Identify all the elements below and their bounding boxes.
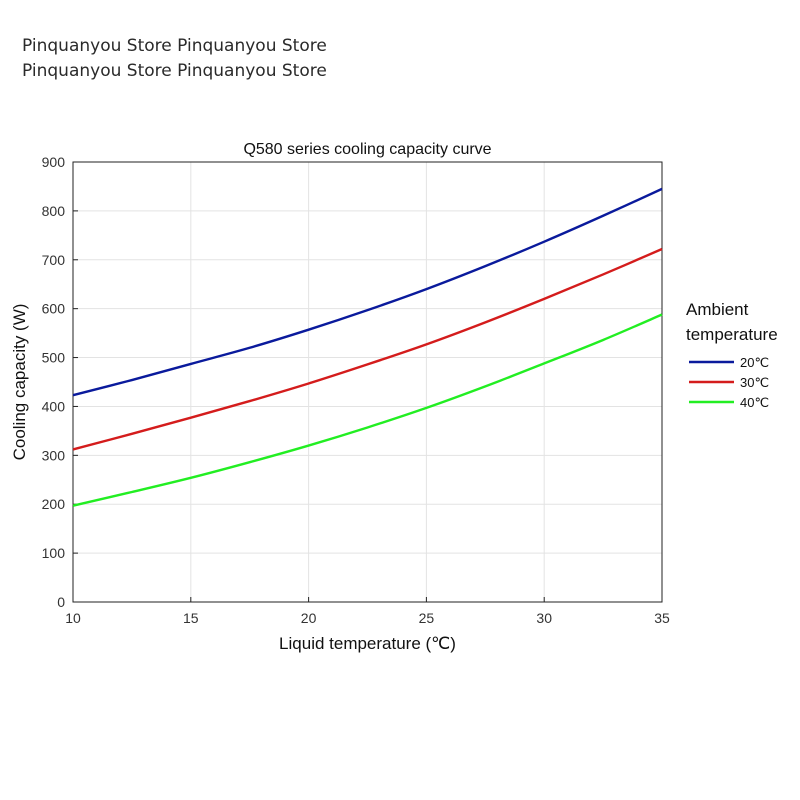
y-tick-label: 900 — [42, 154, 66, 170]
plot-frame — [72, 161, 663, 603]
watermark-line-2: Pinquanyou Store Pinquanyou Store — [22, 61, 327, 81]
x-tick-label: 20 — [301, 610, 317, 626]
y-tick-label: 700 — [42, 252, 66, 268]
legend-label-1: 30℃ — [740, 375, 769, 390]
x-tick-label: 10 — [65, 610, 81, 626]
y-axis-label: Cooling capacity (W) — [10, 304, 29, 461]
watermark: Pinquanyou Store Pinquanyou Store Pinqua… — [22, 34, 327, 84]
x-tick-label: 35 — [654, 610, 670, 626]
legend: Ambient temperature 20℃ 30℃ 40℃ — [686, 300, 778, 410]
chart-title: Q580 series cooling capacity curve — [243, 141, 491, 158]
y-tick-label: 800 — [42, 203, 66, 219]
legend-items: 20℃ 30℃ 40℃ — [689, 355, 769, 410]
x-tick-label: 15 — [183, 610, 199, 626]
series-line-0 — [72, 187, 663, 397]
legend-title-line-2: temperature — [686, 325, 778, 344]
y-tick-label: 500 — [42, 350, 66, 366]
watermark-line-1: Pinquanyou Store Pinquanyou Store — [22, 36, 327, 56]
legend-title-line-1: Ambient — [686, 300, 749, 319]
ticks: 10 15 20 25 30 35 0 100 200 300 400 500 600 700 800 900 — [42, 154, 670, 626]
series-line-2 — [72, 313, 663, 507]
y-tick-label: 300 — [42, 447, 66, 463]
legend-label-2: 40℃ — [740, 395, 769, 410]
y-tick-label: 200 — [42, 496, 66, 512]
y-tick-label: 100 — [42, 545, 66, 561]
x-tick-label: 30 — [536, 610, 552, 626]
x-tick-label: 25 — [419, 610, 435, 626]
series-lines — [72, 187, 663, 507]
series-line-1 — [72, 247, 663, 451]
y-tick-label: 400 — [42, 398, 66, 414]
legend-label-0: 20℃ — [740, 355, 769, 370]
y-tick-label: 600 — [42, 301, 66, 317]
y-tick-label: 0 — [57, 594, 65, 610]
x-axis-label: Liquid temperature (℃) — [279, 634, 456, 653]
